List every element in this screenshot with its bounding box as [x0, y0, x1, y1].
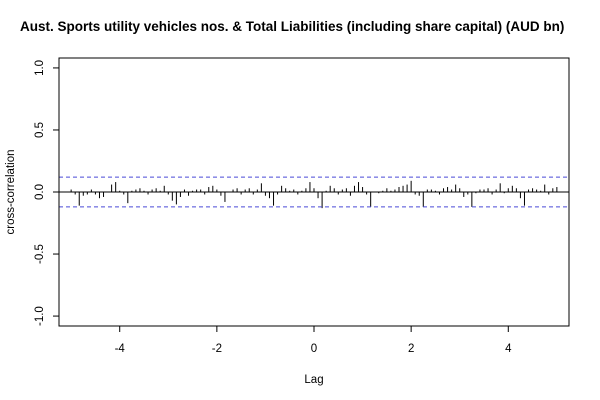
x-axis: -4 -2 0 2 4: [115, 325, 512, 355]
y-tick-label: -0.5: [34, 244, 46, 264]
x-axis-title: Lag: [304, 374, 323, 386]
x-tick-label: 2: [408, 343, 414, 355]
y-tick-label: 1.0: [34, 60, 46, 76]
x-tick-label: 0: [311, 343, 317, 355]
y-tick-label: -1.0: [34, 306, 46, 326]
y-tick-label: 0.0: [34, 184, 46, 200]
x-tick-label: 4: [505, 343, 512, 355]
bars-group: [70, 180, 558, 209]
y-tick-label: 0.5: [34, 122, 46, 138]
chart-title: Aust. Sports utility vehicles nos. & Tot…: [20, 19, 565, 34]
x-tick-label: -4: [115, 343, 126, 355]
x-tick-label: -2: [212, 343, 222, 355]
y-axis-title: cross-correlation: [5, 150, 17, 235]
y-axis: -1.0 -0.5 0.0 0.5 1.0: [34, 60, 60, 326]
